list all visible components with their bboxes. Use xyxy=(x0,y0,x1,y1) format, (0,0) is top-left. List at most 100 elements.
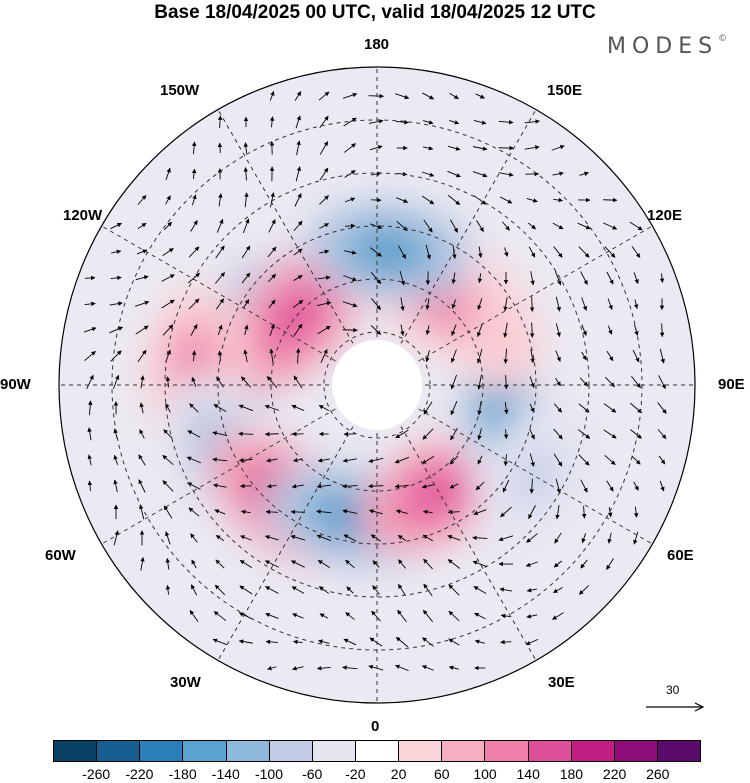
wind-arrow-135 xyxy=(606,271,614,285)
wind-arrow-93 xyxy=(629,221,643,231)
wind-arrow-5 xyxy=(395,93,410,100)
wind-arrow-82 xyxy=(344,223,356,229)
wind-arrow-298 xyxy=(368,483,384,489)
wind-arrow-360 xyxy=(345,559,355,569)
wind-arrow-43 xyxy=(319,167,329,181)
wind-arrow-273 xyxy=(317,458,330,463)
wind-arrow-262 xyxy=(630,429,642,439)
wind-arrow-21 xyxy=(524,119,540,124)
wind-arrow-142 xyxy=(188,298,200,310)
wind-arrow-224 xyxy=(139,402,144,414)
colorbar-swatch-13 xyxy=(613,741,657,761)
wind-arrow-166 xyxy=(217,324,223,336)
wind-arrow-346 xyxy=(498,535,514,542)
wind-arrow-405 xyxy=(265,639,278,645)
wind-arrow-355 xyxy=(215,559,225,569)
wind-arrow-278 xyxy=(449,455,459,465)
wind-arrow-8 xyxy=(475,93,485,99)
wind-arrow-236 xyxy=(529,403,535,413)
wind-arrow-146 xyxy=(292,299,304,309)
brand-logo: MODES© xyxy=(607,34,728,59)
wind-arrow-127 xyxy=(399,270,406,286)
wind-arrow-395 xyxy=(371,610,381,622)
wind-arrow-336 xyxy=(240,535,252,541)
wind-arrow-229 xyxy=(264,404,280,411)
wind-arrow-309 xyxy=(659,480,665,492)
anomaly-blob-5-3 xyxy=(333,506,366,527)
colorbar-tick-1: -220 xyxy=(125,766,154,782)
wind-arrow-40 xyxy=(243,167,249,181)
wind-arrow-321 xyxy=(395,509,408,514)
map-border xyxy=(58,66,696,704)
wind-arrow-244 xyxy=(139,429,145,439)
wind-scale-value: 30 xyxy=(666,683,680,697)
wind-arrow-116 xyxy=(110,275,122,281)
colorbar-swatch-5 xyxy=(268,741,312,761)
wind-arrow-19 xyxy=(473,120,487,125)
wind-arrow-190 xyxy=(243,349,248,363)
wind-arrow-353 xyxy=(165,558,170,570)
wind-arrow-361 xyxy=(372,560,380,568)
wind-arrow-18 xyxy=(449,119,460,125)
wind-arrow-106 xyxy=(425,244,431,260)
wind-arrow-279 xyxy=(477,455,483,465)
wind-arrow-408 xyxy=(343,638,357,646)
colorbar-tick-12: 220 xyxy=(602,766,627,782)
wind-arrow-348 xyxy=(554,532,562,544)
wind-arrow-286 xyxy=(658,455,666,465)
latitude-circle-45 xyxy=(217,225,537,545)
wind-arrow-3 xyxy=(342,92,358,99)
meridian-120 xyxy=(376,225,653,386)
wind-arrow-404 xyxy=(238,639,253,644)
wind-arrow-49 xyxy=(472,171,488,178)
wind-arrow-74 xyxy=(137,222,147,230)
wind-arrow-239 xyxy=(603,403,617,413)
wind-arrow-78 xyxy=(242,218,250,234)
wind-arrow-362 xyxy=(398,559,406,569)
wind-arrow-380 xyxy=(397,584,407,596)
wind-arrow-263 xyxy=(657,429,667,439)
lon-label-30e: 30E xyxy=(548,674,575,691)
wind-arrow-413 xyxy=(474,639,485,644)
wind-arrow-197 xyxy=(503,348,508,364)
wind-arrow-202 xyxy=(632,349,640,363)
wind-arrow-219 xyxy=(604,376,616,388)
wind-arrow-423 xyxy=(448,665,459,670)
wind-arrow-105 xyxy=(397,245,407,259)
wind-arrow-221 xyxy=(658,375,666,390)
colorbar-tick-2: -180 xyxy=(168,766,197,782)
wind-arrow-417 xyxy=(292,666,304,671)
wind-arrow-313 xyxy=(188,507,200,517)
wind-arrow-245 xyxy=(163,429,173,439)
wind-arrow-253 xyxy=(395,429,409,439)
wind-arrow-261 xyxy=(603,429,617,439)
wind-arrow-104 xyxy=(370,247,382,257)
meridian-150 xyxy=(376,109,537,386)
wind-arrow-14 xyxy=(343,117,357,127)
wind-arrow-101 xyxy=(293,248,303,256)
wind-arrow-73 xyxy=(110,222,122,230)
wind-arrow-342 xyxy=(397,534,407,542)
wind-arrow-357 xyxy=(264,560,279,568)
wind-arrow-172 xyxy=(370,325,382,335)
wind-arrow-59 xyxy=(270,192,275,208)
wind-arrow-398 xyxy=(448,610,460,622)
wind-arrow-256 xyxy=(477,428,482,441)
wind-arrow-144 xyxy=(242,299,250,309)
wind-arrow-192 xyxy=(295,348,301,364)
wind-arrow-282 xyxy=(553,453,563,467)
colorbar-swatch-9 xyxy=(441,741,485,761)
wind-arrow-306 xyxy=(580,479,588,493)
wind-arrow-121 xyxy=(241,272,251,284)
wind-arrow-394 xyxy=(345,612,355,620)
wind-arrow-140 xyxy=(135,300,150,307)
wind-arrow-373 xyxy=(214,584,226,596)
wind-arrow-1 xyxy=(294,91,302,101)
wind-arrow-97 xyxy=(188,246,200,258)
wind-arrow-137 xyxy=(659,273,665,284)
wind-arrow-188 xyxy=(191,350,197,362)
wind-arrow-372 xyxy=(190,584,198,596)
wind-arrow-77 xyxy=(216,218,224,233)
wind-arrow-58 xyxy=(244,192,249,208)
wind-vectors xyxy=(83,90,667,672)
